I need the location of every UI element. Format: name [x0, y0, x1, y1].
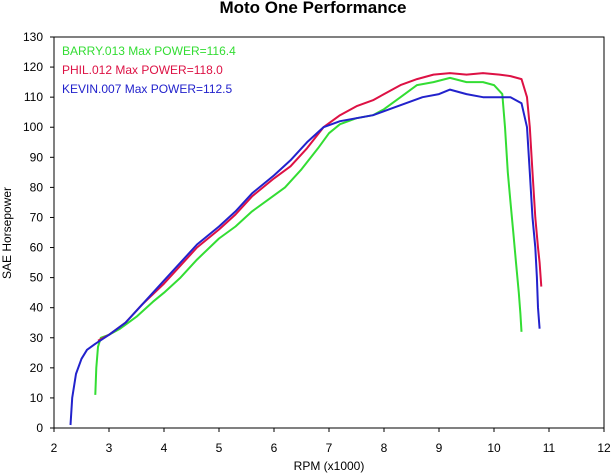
x-tick-label: 8: [381, 441, 388, 455]
axis-ticks: 2 3 4 5 6 7 8 9 10 11 1201020304050607080901001101…: [23, 30, 611, 455]
series-line-1: [97, 72, 543, 342]
y-tick-label: 30: [30, 331, 44, 345]
x-tick-label: 2: [51, 441, 58, 455]
y-tick-label: 60: [30, 241, 44, 255]
y-tick-label: 120: [23, 60, 43, 74]
y-tick-label: 10: [30, 391, 44, 405]
y-tick-label: 100: [23, 120, 43, 134]
x-tick-label: 12: [597, 441, 611, 455]
x-axis-label: RPM (x1000): [294, 459, 365, 473]
legend-entry-1: PHIL.012 Max POWER=118.0: [62, 63, 223, 77]
legend-entry-0: BARRY.013 Max POWER=116.4: [62, 44, 236, 58]
data-series: [69, 72, 543, 426]
x-tick-label: 9: [436, 441, 443, 455]
y-tick-label: 20: [30, 361, 44, 375]
y-tick-label: 110: [24, 90, 43, 104]
x-tick-label: 11: [543, 441, 556, 455]
x-tick-label: 4: [161, 441, 168, 455]
x-tick-label: 7: [326, 441, 333, 455]
y-tick-label: 70: [30, 210, 44, 224]
y-tick-label: 50: [30, 271, 44, 285]
y-tick-label: 80: [30, 180, 44, 194]
x-tick-label: 6: [271, 441, 278, 455]
x-tick-label: 3: [106, 441, 113, 455]
series-line-2: [69, 88, 541, 426]
y-tick-label: 90: [30, 150, 44, 164]
y-axis-label: SAE Horsepower: [0, 187, 14, 279]
legend-entry-2: KEVIN.007 Max POWER=112.5: [62, 82, 233, 96]
y-tick-label: 40: [30, 301, 44, 315]
x-tick-label: 10: [487, 441, 501, 455]
series-line-0: [94, 76, 523, 395]
x-tick-label: 5: [216, 441, 223, 455]
chart-title: Moto One Performance: [219, 0, 406, 17]
legend: BARRY.013 Max POWER=116.4 PHIL.012 Max PO…: [62, 44, 236, 96]
y-tick-label: 0: [36, 421, 43, 435]
y-tick-label: 130: [23, 30, 43, 44]
